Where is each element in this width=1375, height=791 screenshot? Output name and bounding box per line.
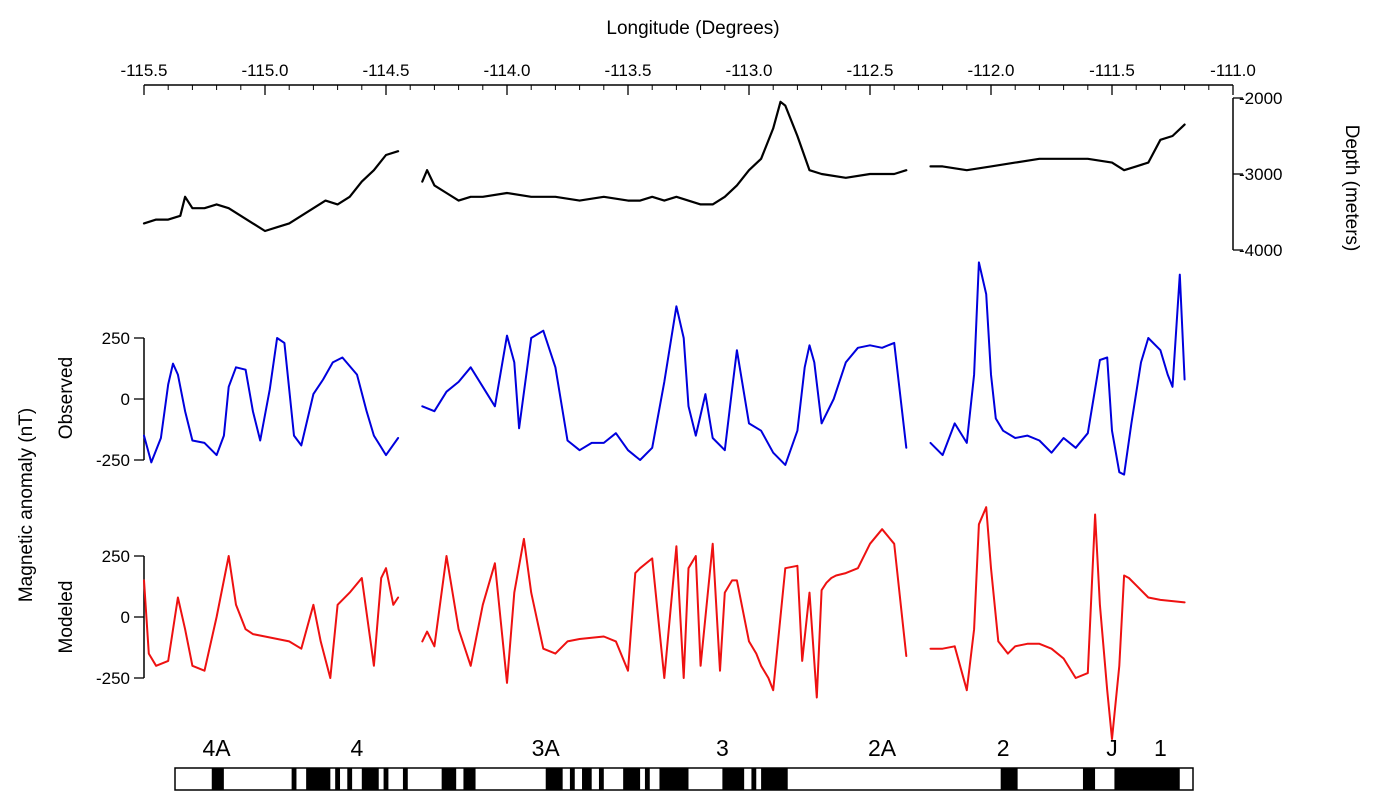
observed-y-tick-label: -250 (96, 451, 130, 470)
modeled-panel: 250 0 -250 (96, 506, 1186, 740)
x-tick-label: -112.5 (847, 61, 894, 80)
depth-y-tick-label: -2000 (1239, 89, 1282, 108)
polarity-normal-block (463, 768, 476, 790)
polarity-normal-block (659, 768, 689, 790)
observed-axis-title: Observed (56, 357, 77, 439)
polarity-normal-block (598, 768, 604, 790)
polarity-normal-block (751, 768, 757, 790)
chron-label: 3 (716, 735, 729, 761)
polarity-normal-block (1082, 768, 1096, 790)
x-tick-label: -115.0 (242, 61, 289, 80)
chron-label: 1 (1154, 735, 1167, 761)
depth-series-line (142, 150, 400, 233)
chron-label: 2 (997, 735, 1010, 761)
chron-label: 3A (532, 735, 561, 761)
polarity-normal-block (306, 768, 331, 790)
observed-series-line (929, 261, 1186, 476)
polarity-normal-block (335, 768, 341, 790)
observed-y-tick-label: 250 (102, 329, 130, 348)
observed-series-line (143, 337, 400, 464)
x-tick-label: -115.5 (121, 61, 168, 80)
chron-label: J (1106, 735, 1118, 761)
polarity-normal-block (545, 768, 563, 790)
chron-labels: 4A 4 3A 3 2A 2 J 1 (203, 735, 1167, 761)
modeled-series-line (421, 528, 908, 699)
polarity-normal-block (361, 768, 379, 790)
polarity-normal-block (441, 768, 457, 790)
x-tick-label: -114.5 (363, 61, 410, 80)
depth-axis-title: Depth (meters) (1341, 125, 1362, 252)
polarity-normal-block (347, 768, 353, 790)
x-axis-title: Longitude (Degrees) (606, 18, 779, 39)
polarity-normal-block (582, 768, 592, 790)
polarity-normal-block (402, 768, 408, 790)
depth-series-line (421, 100, 908, 206)
chron-label: 2A (868, 735, 897, 761)
x-tick-label: -111.5 (1089, 61, 1135, 80)
depth-series-line (929, 123, 1186, 172)
chron-label: 4A (203, 735, 232, 761)
polarity-normal-block (1114, 768, 1180, 790)
chron-label: 4 (351, 735, 364, 761)
magnetic-anomaly-axis-title: Magnetic anomaly (nT) (16, 408, 37, 602)
observed-y-tick-label: 0 (121, 390, 130, 409)
observed-series-line (421, 305, 908, 466)
polarity-normal-block (211, 768, 224, 790)
polarity-normal-block (722, 768, 745, 790)
x-tick-label: -113.0 (726, 61, 773, 80)
polarity-normal-block (1000, 768, 1018, 790)
polarity-bar (174, 767, 1194, 791)
observed-panel: 250 0 -250 (96, 261, 1186, 476)
depth-y-tick-label: -3000 (1239, 165, 1282, 184)
polarity-normal-block (383, 768, 389, 790)
x-tick-label: -112.0 (968, 61, 1015, 80)
modeled-y-tick-label: 250 (102, 547, 130, 566)
modeled-series-line (929, 506, 1186, 740)
modeled-y-tick-label: 0 (121, 608, 130, 627)
depth-panel: -2000 -3000 -4000 (142, 89, 1282, 260)
x-tick-label: -111.0 (1210, 61, 1256, 80)
polarity-normal-block (761, 768, 788, 790)
polarity-normal-block (644, 768, 650, 790)
modeled-series-line (143, 555, 400, 679)
depth-y-tick-label: -4000 (1239, 241, 1282, 260)
x-tick-label: -113.5 (605, 61, 652, 80)
modeled-axis-title: Modeled (56, 581, 77, 654)
polarity-normal-block (623, 768, 641, 790)
x-tick-label: -114.0 (484, 61, 531, 80)
modeled-y-tick-label: -250 (96, 669, 130, 688)
longitude-axis: -115.5 -115.0 -114.5 -114.0 -113.5 -113.0 -112… (121, 61, 1256, 95)
polarity-normal-block (291, 768, 297, 790)
polarity-normal-block (569, 768, 575, 790)
